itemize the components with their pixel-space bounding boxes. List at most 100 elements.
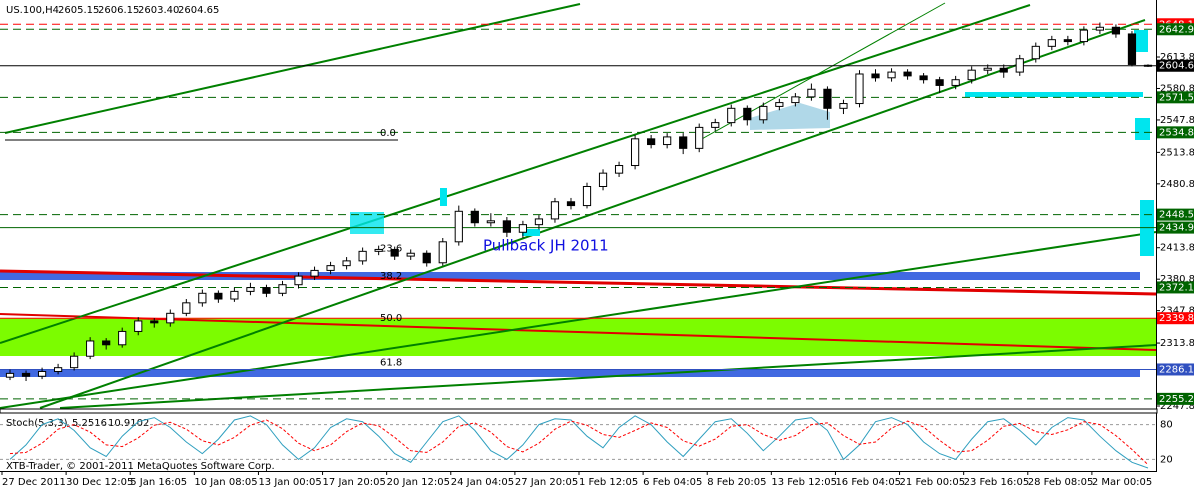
level-label: 2255.28 [1159, 394, 1194, 405]
fib-label: 23.6 [380, 243, 402, 254]
zone-box [440, 188, 447, 206]
level-label: 2372.14 [1159, 282, 1194, 293]
candle-body [150, 320, 159, 324]
x-tick-label: 6 Feb 04:05 [643, 477, 702, 488]
x-tick-label: 30 Dec 12:05 [66, 477, 133, 488]
candle-body [342, 260, 351, 267]
candle-body [839, 103, 848, 109]
level-label-box [1157, 392, 1194, 405]
candle-body [791, 96, 800, 104]
level-label-box [1157, 363, 1194, 376]
green-zone [0, 318, 1156, 356]
y-tick-label: 2513.80 [1160, 147, 1194, 158]
level-label-box [1157, 312, 1194, 325]
candle-body [134, 320, 143, 332]
candle-body [518, 224, 528, 233]
level-label: 2642.91 [1159, 24, 1194, 35]
candle-body [1127, 33, 1137, 65]
candle-body [118, 330, 127, 346]
x-tick-label: 13 Feb 12:05 [771, 477, 837, 488]
candle-body [775, 102, 784, 107]
trend-line [699, 2, 946, 141]
candle-body [807, 88, 816, 98]
candle-body [919, 75, 928, 81]
candle-body [502, 220, 511, 233]
level-label: 2534.80 [1159, 127, 1194, 138]
plot-layer: 0.0 23.6 38.2 50.0 61.8 [0, 22, 1156, 400]
candle-body [454, 210, 463, 243]
level-label: 2286.11 [1159, 364, 1194, 375]
x-tick-label: 21 Feb 00:05 [900, 477, 966, 488]
candle-body [582, 186, 592, 207]
stoch-k-line [9, 415, 1149, 469]
candle-body [598, 172, 608, 188]
level-label: 2434.90 [1159, 223, 1194, 234]
candle-body [198, 292, 207, 304]
candle-body [695, 126, 704, 149]
candle-body [70, 355, 79, 369]
level-label-box [1157, 126, 1194, 139]
candle-body [935, 79, 944, 86]
y-tick-label: 2613.80 [1160, 52, 1194, 63]
level-label: 2448.51 [1159, 210, 1194, 221]
blue-band [0, 272, 1140, 280]
quote: 2605.15 [58, 5, 99, 16]
zone-box [750, 103, 830, 130]
candle-body [438, 241, 447, 264]
candle-body [647, 138, 656, 146]
stoch-d-line [9, 419, 1149, 466]
candle-body [967, 69, 976, 81]
x-tick-label: 27 Jan 20:05 [515, 477, 578, 488]
quote: 2603.40 [138, 5, 179, 16]
candle-body [53, 367, 63, 372]
fib-label: 0.0 [380, 128, 396, 139]
candle-body [1063, 39, 1072, 43]
level-label-box [1157, 221, 1194, 234]
x-tick-label: 5 Jan 16:05 [130, 477, 187, 488]
candle-body [262, 287, 271, 294]
indicator-label: Stoch(5,3,3) [6, 418, 68, 429]
red-line [0, 269, 1157, 296]
trend-line [39, 19, 1146, 409]
candle-body [630, 138, 640, 167]
x-tick-label: 27 Dec 2011 [2, 477, 66, 488]
trend-line [0, 231, 1157, 409]
level-label-box [1157, 59, 1194, 72]
x-tick-label: 24 Jan 04:05 [451, 477, 514, 488]
zone-box [965, 92, 1143, 97]
x-tick-label: 2 Mar 00:05 [1092, 477, 1152, 488]
candle-body [855, 73, 864, 105]
candle-body [743, 107, 752, 121]
level-label: 2339.87 [1159, 313, 1194, 324]
candle-body [887, 71, 896, 79]
candle-body [374, 248, 383, 252]
x-tick-label: 13 Jan 00:05 [258, 477, 321, 488]
candle-body [102, 340, 111, 346]
y-tick-label: 2347.80 [1160, 306, 1194, 317]
symbol-title: US.100,H4 [6, 5, 59, 16]
indicator-value: 5.2516 [72, 418, 107, 429]
quote: 2606.15 [98, 5, 139, 16]
trend-line [0, 4, 1031, 344]
candle-body [182, 302, 191, 314]
candle-body [86, 340, 95, 357]
fib-label: 50.0 [380, 313, 402, 324]
y-tick-label: 2380.80 [1160, 274, 1194, 285]
candle-body [727, 107, 736, 124]
candle-body [999, 67, 1008, 73]
annotation: Pullback JH 2011 [483, 237, 609, 255]
zone-box [1134, 30, 1148, 52]
candle-body [663, 136, 672, 146]
x-tick-label: 20 Jan 12:05 [387, 477, 450, 488]
y-tick-label: 2247.80 [1160, 401, 1194, 412]
candle-body [326, 265, 335, 271]
candle-body [246, 287, 255, 292]
stoch-tick-label: 20 [1160, 454, 1173, 465]
candle-body [1079, 29, 1088, 43]
level-label-box [1157, 208, 1194, 221]
candle-body [566, 201, 576, 207]
copyright: XTB-Trader, © 2001-2011 MetaQuotes Softw… [6, 461, 275, 472]
level-label-box [1157, 281, 1194, 294]
x-tick-label: 17 Jan 20:05 [323, 477, 386, 488]
